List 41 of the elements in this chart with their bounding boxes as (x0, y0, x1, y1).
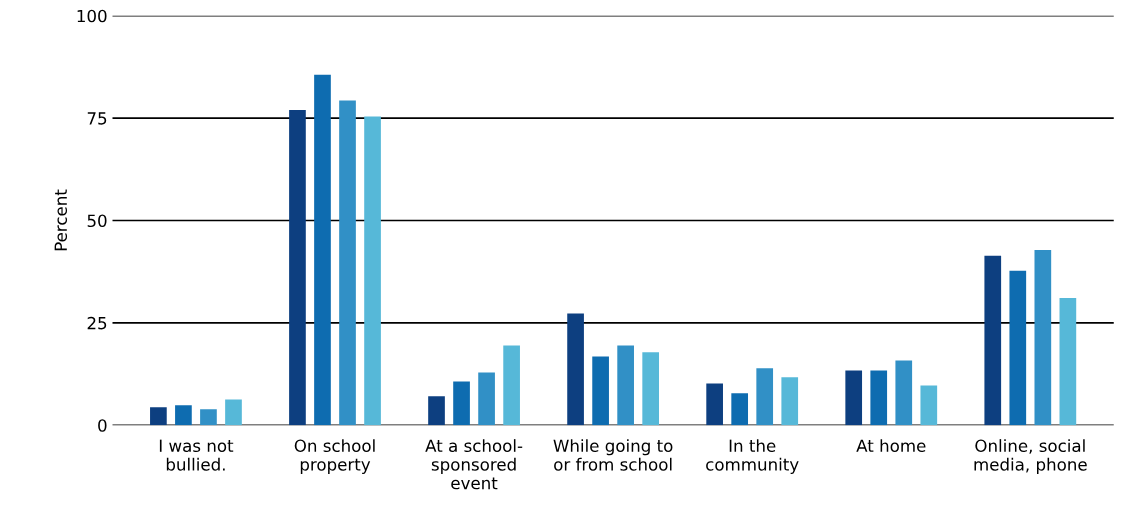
bar (642, 352, 660, 426)
x-tick-label: On school property (294, 439, 375, 474)
bar (428, 396, 445, 426)
bar (1059, 297, 1077, 426)
bar (617, 345, 634, 426)
bar (503, 345, 520, 426)
bar (781, 377, 799, 426)
bar (478, 372, 495, 426)
bar (289, 109, 306, 426)
y-tick-label: 25 (87, 316, 107, 330)
bar (314, 74, 331, 426)
x-tick-label: While going to or from school (553, 439, 673, 471)
bar (1034, 249, 1052, 426)
x-tick-label: Online, social media, phone (974, 439, 1087, 474)
y-tick-label: 100 (77, 9, 107, 23)
x-tick-label: At a school- sponsored event (425, 439, 523, 490)
bar (364, 116, 381, 426)
bar (225, 399, 242, 426)
y-axis-title: Percent (54, 189, 68, 251)
bar (895, 360, 913, 426)
bar (756, 368, 774, 426)
bar (1009, 270, 1027, 426)
bar (920, 385, 938, 426)
y-tick-label: 0 (98, 419, 107, 432)
bar (845, 370, 863, 426)
bar (870, 370, 888, 426)
bar (984, 255, 1002, 426)
x-tick-label: In the community (706, 439, 799, 474)
bar (731, 393, 749, 426)
bar (150, 407, 167, 426)
bar (453, 381, 470, 426)
bar (200, 409, 217, 426)
bar (175, 405, 192, 426)
x-tick-label: At home (856, 439, 926, 453)
bar (567, 313, 584, 426)
y-tick-label: 75 (87, 112, 107, 125)
bar (592, 356, 609, 426)
bar (706, 383, 723, 426)
y-tick-label: 50 (87, 214, 107, 228)
bar (339, 100, 356, 426)
x-tick-label: I was not bullied. (159, 439, 234, 471)
